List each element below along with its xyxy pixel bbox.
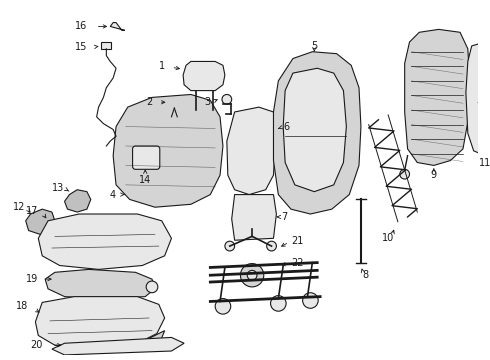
- Circle shape: [222, 94, 232, 104]
- Polygon shape: [232, 194, 276, 240]
- Circle shape: [247, 270, 257, 280]
- Circle shape: [241, 264, 264, 287]
- Text: 1: 1: [159, 61, 165, 71]
- Text: 6: 6: [283, 122, 289, 131]
- Polygon shape: [405, 30, 470, 166]
- Text: 10: 10: [382, 233, 394, 243]
- Text: 19: 19: [26, 274, 38, 284]
- Text: 11: 11: [479, 158, 490, 167]
- Text: 17: 17: [26, 206, 38, 216]
- Text: 3: 3: [204, 97, 210, 107]
- Polygon shape: [227, 107, 275, 194]
- Text: 2: 2: [146, 97, 152, 107]
- Circle shape: [169, 96, 180, 108]
- FancyBboxPatch shape: [101, 42, 111, 49]
- FancyBboxPatch shape: [133, 146, 160, 169]
- Text: 14: 14: [139, 175, 151, 185]
- Text: 21: 21: [291, 236, 303, 246]
- Circle shape: [303, 293, 318, 308]
- Text: 8: 8: [363, 270, 369, 280]
- Text: 9: 9: [431, 170, 437, 180]
- Text: 16: 16: [74, 22, 87, 31]
- Circle shape: [146, 281, 158, 293]
- Text: 12: 12: [13, 202, 25, 212]
- Text: 7: 7: [281, 212, 288, 222]
- Text: 5: 5: [311, 41, 318, 51]
- Polygon shape: [283, 68, 346, 192]
- Polygon shape: [145, 330, 165, 345]
- Polygon shape: [65, 190, 91, 212]
- Circle shape: [400, 169, 410, 179]
- Text: 18: 18: [16, 301, 28, 311]
- Polygon shape: [110, 23, 125, 30]
- Text: 20: 20: [30, 340, 42, 350]
- Polygon shape: [35, 297, 165, 347]
- Polygon shape: [113, 94, 223, 207]
- Text: 4: 4: [110, 190, 116, 199]
- Polygon shape: [45, 269, 155, 298]
- Polygon shape: [183, 62, 225, 91]
- Polygon shape: [273, 52, 361, 214]
- Circle shape: [215, 298, 231, 314]
- Text: 15: 15: [74, 42, 87, 52]
- Polygon shape: [52, 337, 184, 355]
- Circle shape: [270, 296, 286, 311]
- Circle shape: [225, 241, 235, 251]
- Circle shape: [267, 241, 276, 251]
- Polygon shape: [25, 209, 55, 234]
- Polygon shape: [38, 214, 171, 269]
- Polygon shape: [466, 42, 490, 156]
- Text: 22: 22: [291, 258, 303, 267]
- Text: 13: 13: [52, 183, 65, 193]
